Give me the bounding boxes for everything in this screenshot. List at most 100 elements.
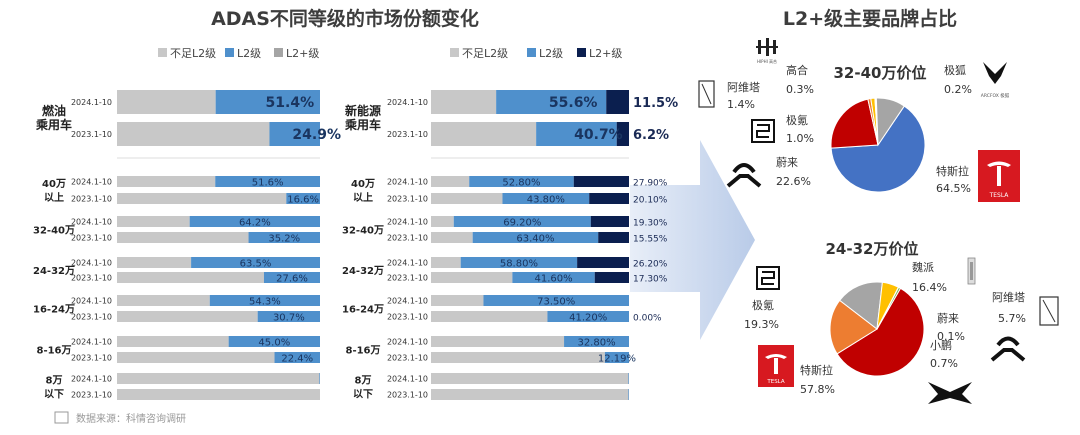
bar-l2-label: 40.7% bbox=[574, 127, 623, 143]
pie-slice bbox=[839, 281, 883, 330]
group-label: 24-32万 bbox=[33, 265, 75, 277]
bar-below-l2 bbox=[431, 336, 565, 347]
year-label: 2024.1-10 bbox=[71, 98, 112, 107]
group-label: 8-16万 bbox=[345, 345, 380, 357]
wey-logo bbox=[967, 257, 976, 285]
bar-l2plus-label: 27.90% bbox=[633, 179, 668, 189]
bar-l2-label: 32.80% bbox=[577, 338, 615, 349]
bar-below-l2 bbox=[431, 389, 629, 400]
bar-below-l2 bbox=[431, 272, 513, 283]
year-label: 2023.1-10 bbox=[387, 313, 428, 322]
year-label: 2024.1-10 bbox=[387, 178, 428, 187]
zeekr-logo-2 bbox=[756, 266, 780, 290]
pie-1-labels: 阿维塔 1.4% 高合 0.3% 极狐 0.2% 极氪 1.0% 蔚来 22.6… bbox=[727, 63, 972, 195]
bar-l2plus-label: 11.5% bbox=[633, 96, 678, 111]
bar-l2 bbox=[472, 232, 599, 243]
legend-l2: L2级 bbox=[237, 47, 261, 60]
year-label: 2023.1-10 bbox=[387, 234, 428, 243]
group-label: 8万 bbox=[46, 375, 63, 387]
year-label: 2024.1-10 bbox=[387, 218, 428, 227]
label-tesla-name: 特斯拉 bbox=[936, 164, 969, 178]
year-label: 2024.1-10 bbox=[71, 297, 112, 306]
left-title: ADAS不同等级的市场份额变化 bbox=[211, 7, 479, 30]
label2-tesla-name: 特斯拉 bbox=[800, 363, 833, 377]
source-icon bbox=[54, 411, 69, 424]
bar-l2 bbox=[228, 336, 320, 347]
hiphi-logo-text: HIPHI 高合 bbox=[757, 58, 777, 64]
bar-l2plus-label: 6.2% bbox=[633, 128, 669, 143]
label-nio-value: 22.6% bbox=[776, 175, 811, 188]
bar-l2-label: 45.0% bbox=[258, 338, 290, 349]
bar-l2-label: 24.9% bbox=[292, 127, 341, 143]
bar-l2 bbox=[274, 352, 320, 363]
label2-avatr-name: 阿维塔 bbox=[992, 291, 1025, 304]
legend-below-l2-nev: 不足L2级 bbox=[462, 47, 508, 60]
label2-tesla-value: 57.8% bbox=[800, 383, 835, 396]
label-tesla-value: 64.5% bbox=[936, 182, 971, 195]
bar-l2-label: 58.80% bbox=[500, 259, 538, 270]
tesla-logo-2: TESLA bbox=[758, 345, 794, 387]
bar-l2plus bbox=[598, 232, 629, 243]
bar-below-l2 bbox=[431, 295, 484, 306]
bar-l2-label: 54.3% bbox=[249, 297, 281, 308]
bar-l2 bbox=[191, 257, 320, 268]
bar-below-l2 bbox=[117, 257, 192, 268]
label-avatr-value: 1.4% bbox=[727, 98, 755, 111]
label2-zeekr-name: 极氪 bbox=[752, 298, 774, 312]
bar-below-l2 bbox=[431, 232, 473, 243]
pie-chart-24-32 bbox=[829, 281, 925, 377]
bar-l2plus-label: 15.55% bbox=[633, 235, 668, 245]
group-label: 40万 bbox=[351, 178, 375, 190]
tesla-logo: TESLA bbox=[978, 150, 1020, 202]
bar-below-l2 bbox=[117, 272, 264, 283]
bar-l2 bbox=[263, 272, 320, 283]
avatr-logo bbox=[698, 80, 715, 108]
year-label: 2024.1-10 bbox=[71, 259, 112, 268]
pie-slice bbox=[836, 287, 925, 377]
bar-l2 bbox=[604, 352, 629, 363]
bar-l2 bbox=[547, 311, 629, 322]
year-label: 2023.1-10 bbox=[71, 274, 112, 283]
year-label: 2024.1-10 bbox=[71, 375, 112, 384]
label2-zeekr-value: 19.3% bbox=[744, 318, 779, 331]
bar-l2 bbox=[628, 373, 629, 384]
group-label: 以上 bbox=[353, 191, 373, 204]
year-label: 2024.1-10 bbox=[387, 338, 428, 347]
bar-below-l2 bbox=[117, 193, 287, 204]
label2-nio-value: 0.1% bbox=[937, 330, 965, 343]
year-label: 2023.1-10 bbox=[71, 391, 112, 400]
transition-arrow bbox=[630, 140, 755, 340]
arcfox-logo: ARCFOX 极狐 bbox=[981, 62, 1010, 99]
bar-l2plus bbox=[577, 257, 629, 268]
bar-l2plus-label: 20.10% bbox=[633, 196, 668, 206]
group-label: 新能源 bbox=[345, 103, 381, 118]
source-text: 数据来源：科情咨询调研 bbox=[76, 412, 186, 425]
label-avatr-name: 阿维塔 bbox=[727, 81, 760, 94]
group-label: 16-24万 bbox=[33, 304, 75, 316]
year-label: 2023.1-10 bbox=[71, 195, 112, 204]
legend-l2plus: L2+级 bbox=[286, 47, 319, 60]
bar-l2-label: 69.20% bbox=[503, 218, 541, 229]
group-label: 以下 bbox=[44, 389, 64, 401]
label-hiphi-name: 高合 bbox=[786, 63, 808, 77]
bar-l2plus-label: 26.20% bbox=[633, 260, 668, 270]
bar-l2-label: 63.40% bbox=[516, 234, 554, 245]
bar-l2-label: 30.7% bbox=[273, 313, 305, 324]
pie-slice bbox=[876, 286, 902, 330]
year-label: 2023.1-10 bbox=[387, 391, 428, 400]
group-label: 以上 bbox=[44, 191, 64, 204]
bar-below-l2 bbox=[117, 176, 216, 187]
year-label: 2024.1-10 bbox=[71, 338, 112, 347]
year-label: 2024.1-10 bbox=[387, 297, 428, 306]
label-arcfox-name: 极狐 bbox=[944, 63, 966, 77]
nio-logo-2 bbox=[990, 336, 1026, 362]
bar-l2-label: 27.6% bbox=[276, 274, 308, 285]
label-zeekr-value: 1.0% bbox=[786, 132, 814, 145]
year-label: 2023.1-10 bbox=[71, 234, 112, 243]
pie-1-subtitle: 32-40万价位 bbox=[834, 64, 927, 82]
bar-below-l2 bbox=[431, 257, 461, 268]
bar-l2 bbox=[215, 90, 320, 114]
